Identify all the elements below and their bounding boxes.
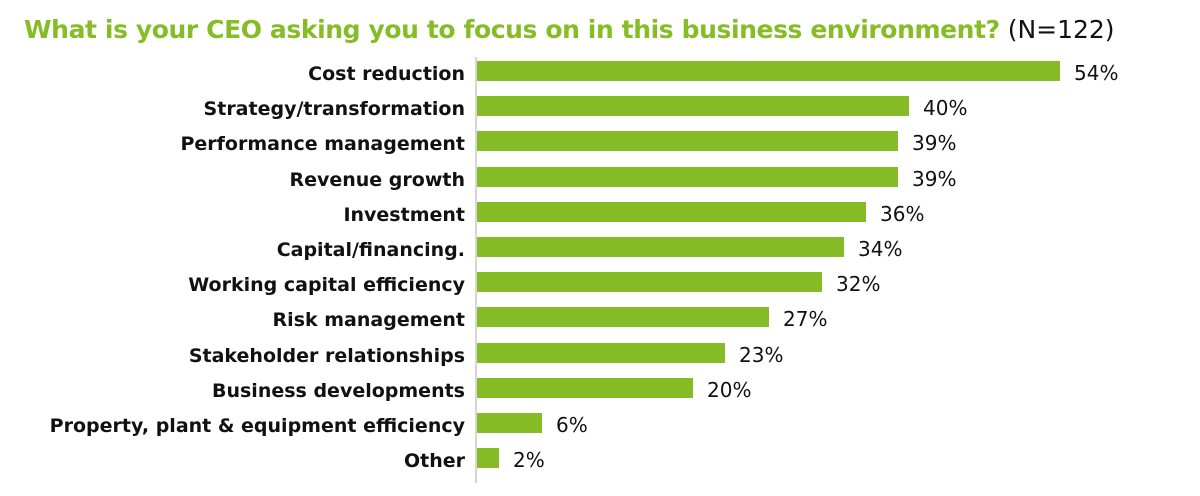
category-label: Stakeholder relationships [188, 344, 465, 367]
value-label: 2% [513, 448, 545, 473]
category-label: Property, plant & equipment efficiency [49, 415, 465, 437]
category-label: Strategy/transformation [203, 98, 465, 121]
category-label: Other [403, 450, 465, 473]
value-label: 6% [556, 413, 588, 437]
bar [477, 342, 725, 363]
bar [477, 237, 844, 257]
value-label: 40% [923, 96, 968, 121]
bar [477, 96, 909, 117]
value-label: 54% [1074, 61, 1119, 85]
bar [477, 131, 898, 152]
value-label: 39% [912, 166, 957, 191]
bar-row: Performance management 39% [0, 127, 1200, 162]
category-label: Cost reduction [308, 63, 465, 85]
bar [477, 448, 499, 469]
value-label: 23% [739, 342, 784, 367]
category-label: Working capital efficiency [188, 274, 465, 297]
value-label: 32% [836, 272, 881, 297]
bar [477, 61, 1060, 81]
bar-row: Cost reduction 54% [0, 57, 1200, 92]
bar-row: Strategy/transformation 40% [0, 92, 1200, 127]
bar [477, 413, 542, 433]
bar-row: Other 2% [0, 444, 1200, 479]
chart-title: What is your CEO asking you to focus on … [24, 12, 1115, 48]
bar [477, 272, 822, 293]
category-label: Risk management [272, 309, 465, 332]
bar-row: Business developments 20% [0, 374, 1200, 409]
bar-row: Capital/financing. 34% [0, 233, 1200, 268]
bar-row: Investment 36% [0, 198, 1200, 233]
bar-row: Revenue growth 39% [0, 163, 1200, 198]
bar-row: Property, plant & equipment efficiency 6% [0, 409, 1200, 444]
y-axis-line [475, 57, 477, 483]
value-label: 39% [912, 131, 957, 156]
bar [477, 377, 693, 398]
value-label: 27% [783, 307, 828, 332]
bar-row: Stakeholder relationships 23% [0, 339, 1200, 374]
value-label: 34% [858, 237, 903, 261]
bar [477, 166, 898, 187]
sample-size: (N=122) [1007, 15, 1115, 44]
chart-question: What is your CEO asking you to focus on … [24, 15, 1000, 44]
bar-row: Risk management 27% [0, 303, 1200, 338]
value-label: 20% [707, 377, 752, 402]
bar-row: Working capital efficiency 32% [0, 268, 1200, 303]
category-label: Business developments [211, 379, 465, 402]
bar [477, 307, 769, 328]
category-label: Revenue growth [289, 168, 465, 191]
category-label: Performance management [180, 133, 465, 156]
bar [477, 201, 866, 222]
category-label: Investment [343, 203, 465, 226]
value-label: 36% [880, 201, 925, 226]
category-label: Capital/financing. [276, 239, 465, 261]
